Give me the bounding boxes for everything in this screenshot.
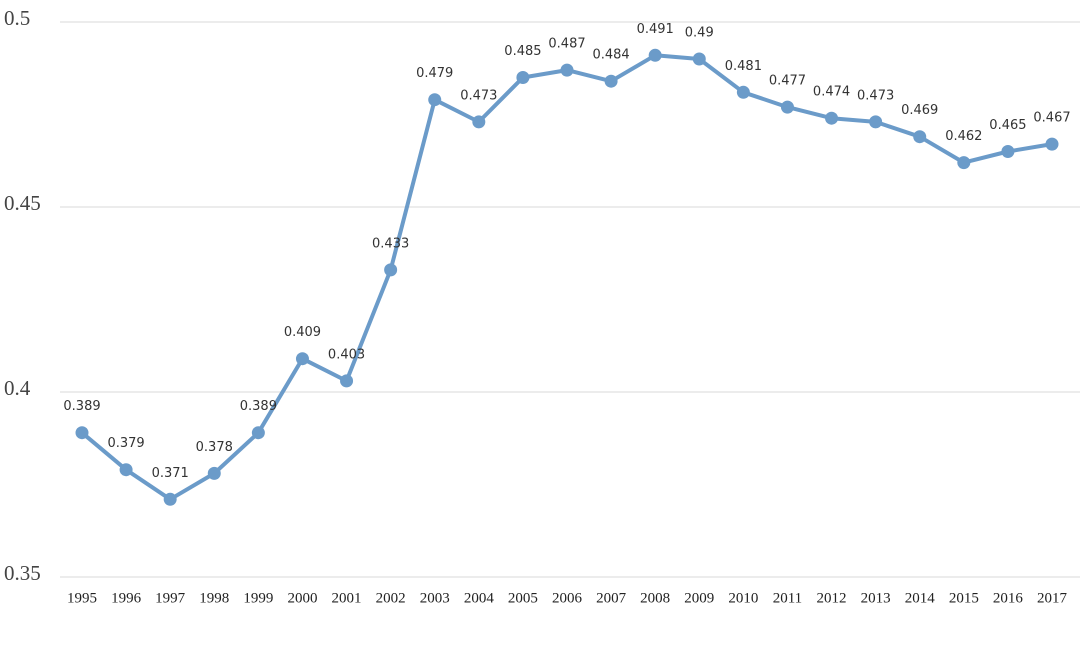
x-tick-label: 2005 xyxy=(508,590,538,606)
x-tick-label: 1996 xyxy=(111,590,142,606)
x-tick-label: 2010 xyxy=(728,590,758,606)
x-tick-label: 2000 xyxy=(287,590,317,606)
marker xyxy=(1045,137,1059,151)
marker xyxy=(780,100,794,114)
data-label: 0.389 xyxy=(240,399,277,414)
marker xyxy=(119,463,133,477)
x-tick-label: 1998 xyxy=(199,590,229,606)
marker xyxy=(825,111,839,125)
data-label: 0.433 xyxy=(372,236,409,251)
data-label: 0.49 xyxy=(685,26,714,41)
marker xyxy=(648,48,662,62)
data-label: 0.485 xyxy=(504,44,541,59)
data-label: 0.378 xyxy=(196,440,233,455)
x-tick-label: 2011 xyxy=(773,590,802,606)
x-tick-label: 2008 xyxy=(640,590,670,606)
data-label: 0.465 xyxy=(989,118,1026,133)
marker xyxy=(604,74,618,88)
data-label: 0.477 xyxy=(769,74,806,89)
marker xyxy=(472,115,486,129)
x-tick-label: 2001 xyxy=(332,590,362,606)
data-label: 0.462 xyxy=(945,129,982,144)
x-tick-label: 2006 xyxy=(552,590,583,606)
data-label: 0.469 xyxy=(901,103,938,118)
data-label: 0.474 xyxy=(813,85,850,100)
marker xyxy=(957,156,971,170)
y-tick-label: 0.35 xyxy=(4,561,41,585)
marker xyxy=(251,426,265,440)
x-tick-label: 2014 xyxy=(905,590,936,606)
marker xyxy=(428,93,442,107)
x-tick-label: 1999 xyxy=(243,590,273,606)
x-tick-label: 1995 xyxy=(67,590,97,606)
line xyxy=(80,53,1053,502)
x-tick-label: 2012 xyxy=(817,590,847,606)
y-tick-label: 0.4 xyxy=(4,376,31,400)
x-tick-label: 2015 xyxy=(949,590,979,606)
marker xyxy=(736,85,750,99)
data-label: 0.409 xyxy=(284,325,321,340)
marker xyxy=(75,426,89,440)
x-tick-label: 2013 xyxy=(861,590,891,606)
x-tick-label: 1997 xyxy=(155,590,186,606)
data-label: 0.473 xyxy=(857,88,894,103)
x-tick-label: 2007 xyxy=(596,590,627,606)
marker xyxy=(1001,145,1015,158)
data-label: 0.473 xyxy=(460,88,497,103)
x-tick-label: 2017 xyxy=(1037,590,1068,606)
data-label: 0.479 xyxy=(416,66,453,81)
marker xyxy=(692,52,706,66)
data-label: 0.379 xyxy=(107,436,144,451)
y-tick-label: 0.45 xyxy=(4,191,41,215)
marker xyxy=(340,374,354,388)
data-label: 0.389 xyxy=(63,399,100,414)
x-tick-label: 2016 xyxy=(993,590,1024,606)
data-label: 0.491 xyxy=(637,22,674,37)
marker xyxy=(869,115,883,129)
data-label: 0.467 xyxy=(1033,111,1070,126)
data-label: 0.484 xyxy=(592,48,629,63)
data-label: 0.403 xyxy=(328,347,365,362)
marker xyxy=(913,130,927,144)
data-label: 0.371 xyxy=(152,466,189,481)
marker xyxy=(560,63,574,77)
x-tick-label: 2004 xyxy=(464,590,495,606)
y-tick-label: 0.5 xyxy=(4,6,30,30)
x-tick-label: 2009 xyxy=(684,590,714,606)
data-label: 0.481 xyxy=(725,59,762,74)
data-label: 0.487 xyxy=(548,37,585,52)
marker xyxy=(163,492,177,506)
x-tick-label: 2002 xyxy=(376,590,406,606)
x-tick-label: 2003 xyxy=(420,590,450,606)
marker xyxy=(295,352,309,366)
marker xyxy=(516,71,530,84)
marker xyxy=(384,263,398,277)
marker xyxy=(207,466,221,480)
